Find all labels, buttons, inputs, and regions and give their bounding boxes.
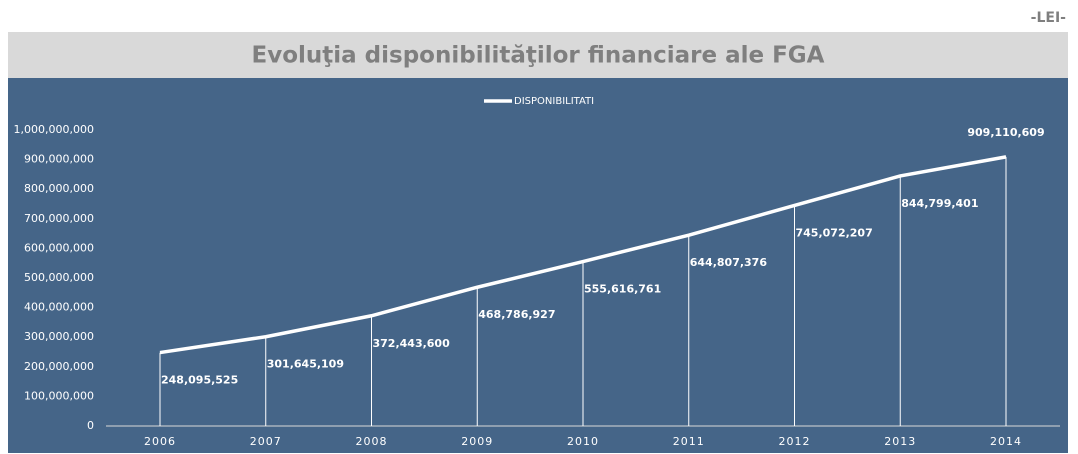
x-tick-label: 2009 <box>461 435 493 448</box>
data-label: 468,786,927 <box>478 308 555 321</box>
data-label: 844,799,401 <box>901 197 978 210</box>
x-tick-label: 2014 <box>990 435 1022 448</box>
x-tick-label: 2008 <box>356 435 388 448</box>
x-tick-label: 2013 <box>884 435 916 448</box>
x-tick-label: 2007 <box>250 435 282 448</box>
y-tick-label: 400,000,000 <box>24 301 94 314</box>
x-tick-label: 2012 <box>779 435 811 448</box>
data-label: 248,095,525 <box>161 374 238 387</box>
data-label: 301,645,109 <box>267 358 344 371</box>
y-tick-label: 500,000,000 <box>24 271 94 284</box>
data-label: 909,110,609 <box>967 126 1044 139</box>
y-tick-label: 900,000,000 <box>24 153 94 166</box>
y-tick-label: 0 <box>87 419 94 432</box>
plot-area <box>8 78 1068 453</box>
series-line <box>159 155 1007 355</box>
data-label: 745,072,207 <box>796 226 873 239</box>
data-label: 644,807,376 <box>690 256 768 269</box>
x-tick-label: 2011 <box>673 435 705 448</box>
data-label: 555,616,761 <box>584 283 661 296</box>
y-tick-label: 800,000,000 <box>24 182 94 195</box>
chart-title: Evoluţia disponibilităţilor financiare a… <box>252 43 825 69</box>
y-tick-label: 300,000,000 <box>24 330 94 343</box>
y-tick-label: 1,000,000,000 <box>14 123 94 136</box>
y-tick-label: 200,000,000 <box>24 360 94 373</box>
x-tick-label: 2006 <box>144 435 176 448</box>
title-bar <box>8 32 1068 78</box>
data-label: 372,443,600 <box>373 337 451 350</box>
unit-label: -LEI- <box>1031 10 1067 26</box>
y-tick-label: 700,000,000 <box>24 212 94 225</box>
legend-label: DISPONIBILITATI <box>514 96 594 107</box>
y-tick-label: 100,000,000 <box>24 389 94 402</box>
y-tick-label: 600,000,000 <box>24 241 94 254</box>
x-tick-label: 2010 <box>567 435 599 448</box>
